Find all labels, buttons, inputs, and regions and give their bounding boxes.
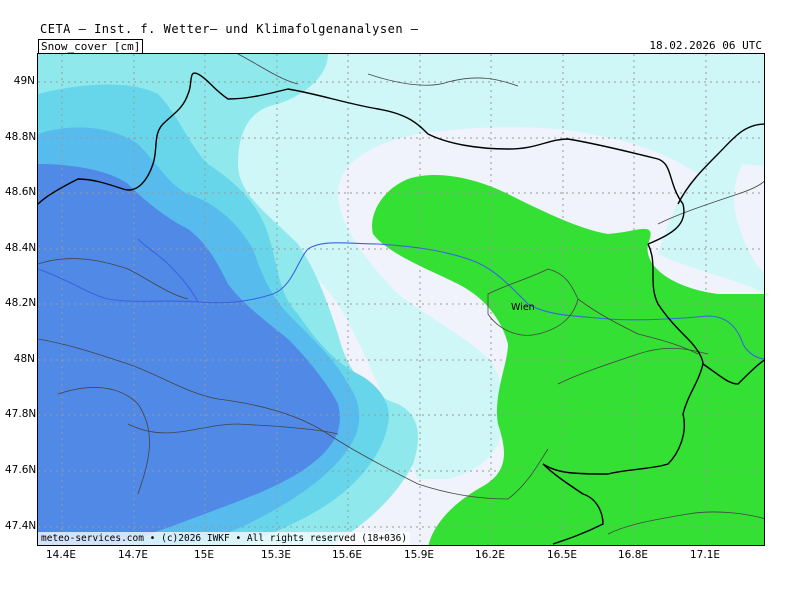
copyright-footer: meteo-services.com • (c)2026 IWKF • All … <box>38 532 411 545</box>
lat-tick-47-4n: 47.4N <box>5 520 37 532</box>
lon-tick-15-6e: 15.6E <box>331 549 363 561</box>
timestamp: 18.02.2026 06 UTC <box>649 39 762 52</box>
lat-tick-48-4n: 48.4N <box>5 242 37 254</box>
variable-label: Snow_cover [cm] <box>38 39 144 54</box>
lat-tick-48-8n: 48.8N <box>5 131 37 143</box>
grid-lines <box>38 54 764 545</box>
lat-tick-48-2n: 48.2N <box>5 297 37 309</box>
snow-band-blue-dark <box>38 164 340 545</box>
lon-tick-16-2e: 16.2E <box>474 549 506 561</box>
snow-band-light-east <box>598 54 764 294</box>
lon-tick-15-9e: 15.9E <box>403 549 435 561</box>
lon-tick-15-3e: 15.3E <box>260 549 292 561</box>
snow-band-green <box>372 174 764 545</box>
lon-tick-16-5e: 16.5E <box>546 549 578 561</box>
lat-tick-49n: 49N <box>13 75 35 87</box>
city-label-wien: Wien <box>511 302 535 313</box>
header-title: CETA — Inst. f. Wetter— und Klimafolgena… <box>40 22 419 36</box>
regional-boundaries <box>38 54 764 535</box>
lon-tick-17-1e: 17.1E <box>689 549 721 561</box>
country-borders <box>38 72 764 545</box>
lat-tick-47-8n: 47.8N <box>5 408 37 420</box>
lon-tick-16-8e: 16.8E <box>617 549 649 561</box>
lat-tick-47-6n: 47.6N <box>5 464 37 476</box>
lat-tick-48n: 48N <box>13 353 35 365</box>
lon-tick-15e: 15E <box>194 549 214 561</box>
map-frame: Wien meteo-services.com • (c)2026 IWKF •… <box>37 53 765 546</box>
rivers <box>38 238 764 360</box>
snow-cover-map <box>38 54 764 545</box>
lon-tick-14-4e: 14.4E <box>45 549 77 561</box>
lat-tick-48-6n: 48.6N <box>5 186 37 198</box>
snow-band-light-middle <box>244 54 598 479</box>
lon-tick-14-7e: 14.7E <box>117 549 149 561</box>
